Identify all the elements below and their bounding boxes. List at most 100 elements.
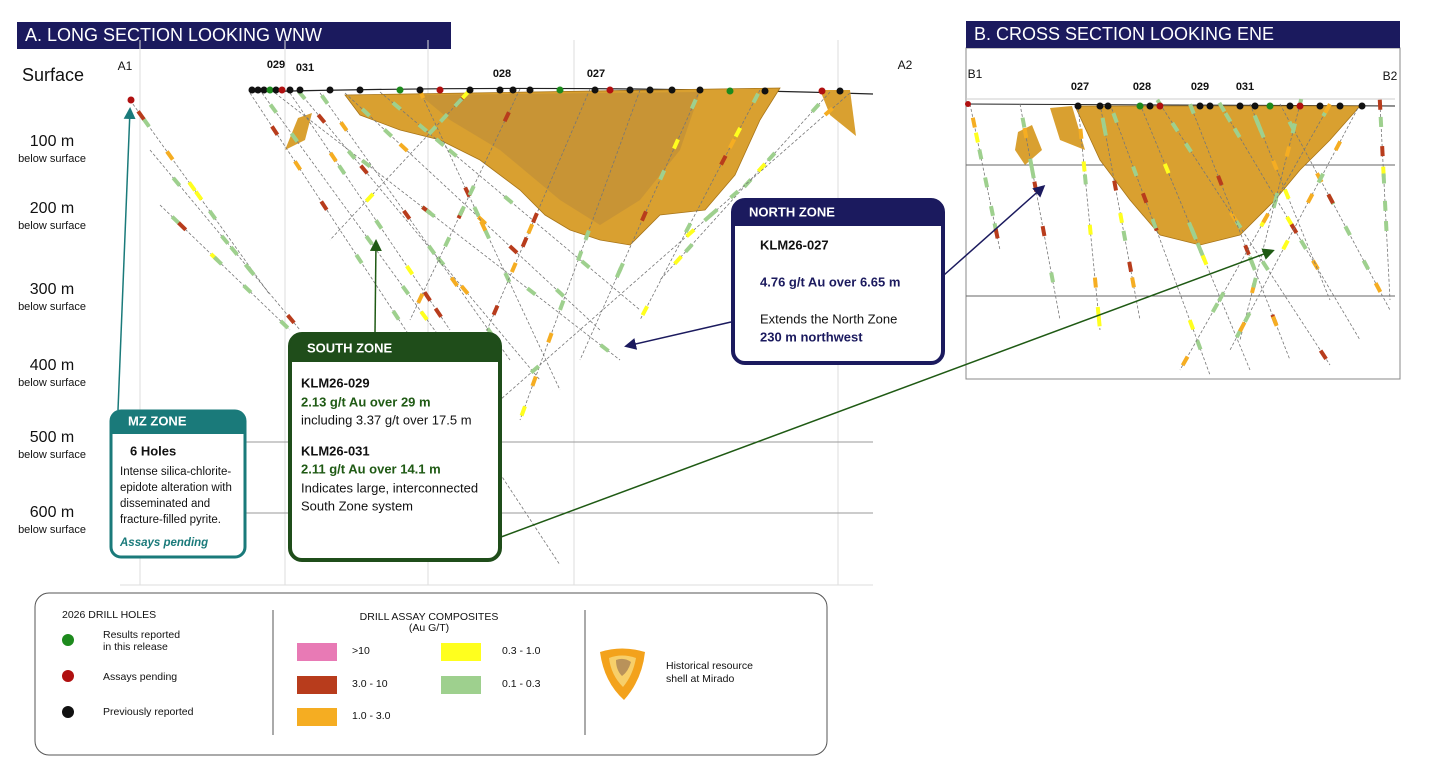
hole-label: 028 [493,68,511,80]
legend-label: Historical resource [666,660,753,672]
assay-interval [685,228,696,238]
assay-interval [364,192,375,203]
assay-result: 2.11 g/t Au over 14.1 m [301,461,441,476]
assay-interval [212,255,223,266]
drill-holes [965,98,1391,376]
assay-interval [1249,260,1257,271]
assay-interval [689,98,698,110]
assay-interval [1281,239,1290,251]
shell-blob [820,90,856,136]
assay-interval [719,154,728,166]
legend-title: DRILL ASSAY COMPOSITES [360,611,499,623]
assay-interval [1271,159,1279,171]
mz-zone-callout: MZ ZONE 6 Holes Intense silica-chlorite-… [109,409,247,559]
assay-interval [1251,277,1258,289]
drill-trace [1379,103,1391,301]
assay-interval [751,92,760,104]
assay-interval [1290,123,1297,134]
collar [726,87,734,95]
assay-interval [435,255,446,267]
collar [646,86,654,94]
legend-swatch [297,643,337,661]
assay-interval [1081,161,1087,172]
assay-interval [503,194,514,205]
collar [1358,102,1366,110]
collar [696,86,704,94]
collar [266,86,274,94]
assay-interval [1217,291,1226,303]
assay-interval [402,209,412,221]
legend-label: in this release [103,641,168,653]
assay-interval [1383,220,1389,232]
assay-interval [382,128,394,138]
assay-interval [1284,146,1292,157]
collar [1096,102,1104,110]
assay-interval [1130,277,1136,288]
assay-interval [599,343,610,353]
hole-label: 027 [1071,81,1089,93]
collar [1286,102,1294,110]
assay-interval [1238,321,1247,333]
assay-interval [416,293,425,304]
assay-interval [1323,103,1332,114]
legend-swatch [441,676,481,694]
assay-interval [364,235,374,246]
assay-interval [337,164,347,175]
assay-interval [443,236,452,248]
assay-interval [194,190,204,201]
north-zone-callout: NORTH ZONE KLM26-027 4.76 g/t Au over 6.… [731,198,945,365]
drill-trace [1179,103,1331,371]
drill-trace [329,89,471,241]
drill-trace [1239,103,1301,341]
drill-trace [1099,103,1141,321]
panel-title: B. CROSS SECTION LOOKING ENE [974,24,1274,44]
collar [761,87,769,95]
assay-interval [339,121,349,132]
assay-interval [425,208,436,218]
assay-interval [405,264,415,276]
assay-interval [684,222,693,234]
assay-interval [398,142,409,153]
assay-interval [391,101,402,111]
assay-interval [580,259,591,270]
assay-interval [766,151,777,162]
assay-interval [1229,211,1238,223]
collar [296,86,304,94]
assay-interval [419,310,429,321]
drill-trace [299,92,541,381]
drill-trace [409,88,521,321]
assay-interval [672,138,680,150]
legend-swatch [297,676,337,694]
assay-interval [1326,193,1335,205]
assay-interval [530,375,538,387]
assay-interval [1272,192,1280,204]
assay-interval [171,176,182,187]
assay-interval [823,106,834,117]
assay-interval [1377,99,1383,110]
assay-interval [529,364,541,375]
assay-interval [1022,127,1029,139]
collar [496,86,504,94]
drill-holes [127,86,851,566]
assay-interval [1333,140,1342,152]
assay-interval [242,284,253,294]
title-bar [966,21,1400,48]
hole-id: KLM26-027 [760,237,829,252]
assay-interval [449,276,459,288]
drill-trace [419,90,561,391]
assay-interval [360,107,371,118]
assay-interval [141,117,151,128]
assay-interval [207,209,218,221]
drill-trace [1279,103,1391,311]
collar [1206,102,1214,110]
collar [556,86,564,94]
section-end: B2 [1383,69,1398,83]
collar [1074,102,1082,110]
assay-interval [1260,260,1270,271]
legend-swatch [297,708,337,726]
assay-interval [434,137,445,147]
collar [626,86,634,94]
south-zone-callout: SOUTH ZONE KLM26-029 2.13 g/t Au over 29… [288,332,502,562]
collar [1196,102,1204,110]
assay-interval [526,286,537,297]
